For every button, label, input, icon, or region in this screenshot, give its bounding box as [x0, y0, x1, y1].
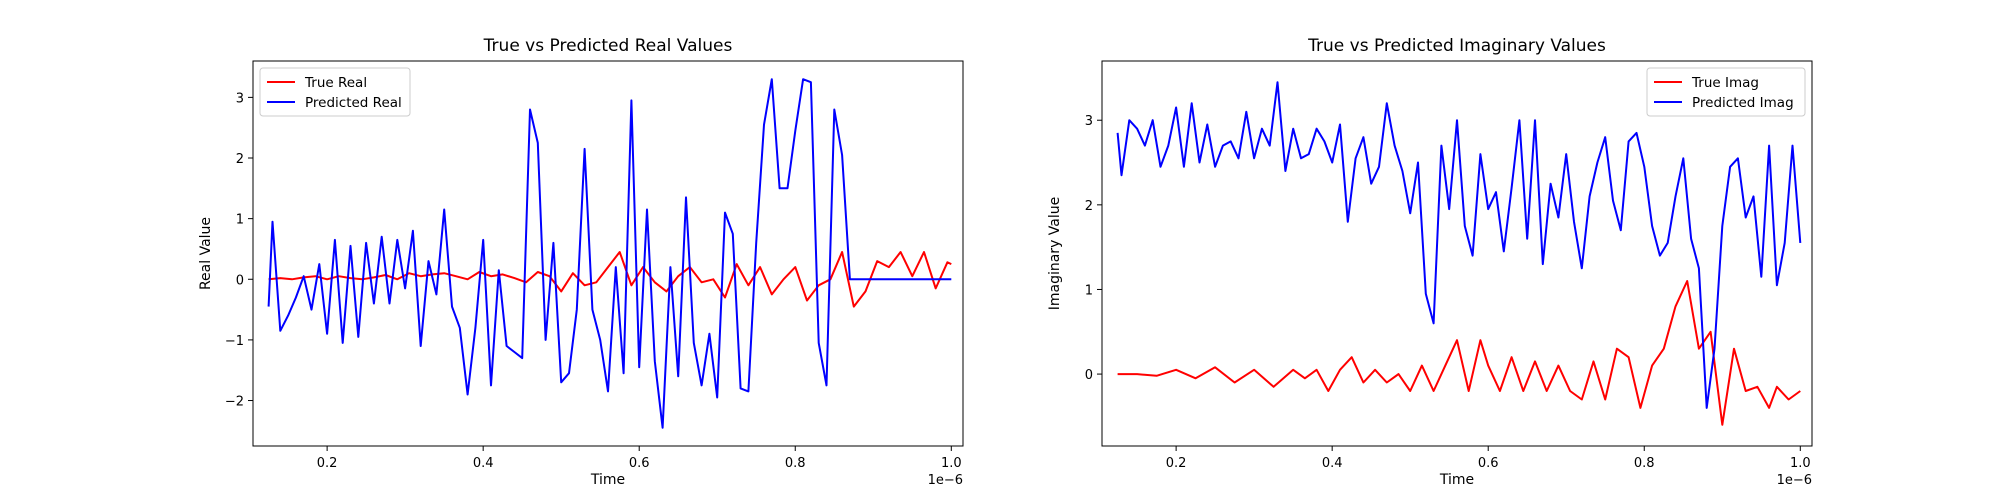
x-tick-label: 0.4 [473, 456, 494, 471]
y-axis-label: Imaginary Value [1047, 197, 1063, 311]
x-tick-label: 0.8 [785, 456, 806, 471]
x-tick-label: 0.2 [1166, 456, 1187, 471]
y-tick-label: 0 [1085, 368, 1093, 383]
x-tick-label: 0.6 [1478, 456, 1499, 471]
legend-label: Predicted Imag [1692, 95, 1794, 111]
legend-box [1646, 67, 1806, 117]
legend: True Real Predicted Real [259, 67, 411, 117]
x-tick-label: 0.8 [1634, 456, 1655, 471]
x-tick-label: 0.6 [629, 456, 650, 471]
legend-label: True Real [304, 75, 367, 91]
legend: True Imag Predicted Imag [1646, 67, 1806, 117]
x-tick-label: 0.4 [1322, 456, 1343, 471]
y-tick-label: −1 [225, 334, 244, 349]
y-tick-label: 3 [1085, 114, 1093, 129]
x-offset-label: 1e−6 [1777, 473, 1812, 488]
chart-title: True vs Predicted Imaginary Values [1307, 36, 1606, 56]
legend-box [259, 67, 411, 117]
y-tick-label: 0 [236, 273, 244, 288]
x-tick-label: 0.2 [317, 456, 338, 471]
y-tick-label: 2 [236, 152, 244, 167]
y-tick-label: 3 [236, 91, 244, 106]
series-line-predicted-imag [1116, 81, 1802, 409]
x-axis-label: Time [590, 472, 625, 488]
x-tick-label: 1.0 [941, 456, 962, 471]
series-line-true-real [268, 251, 952, 308]
chart-title: True vs Predicted Real Values [483, 36, 733, 56]
imaginary-values-chart: 0.2 0.4 0.6 0.8 1.0 0 1 2 3 True vs Predicted Ima… [1047, 36, 1813, 488]
legend-label: True Imag [1691, 75, 1759, 91]
x-axis-label: Time [1439, 472, 1474, 488]
y-tick-label: 1 [1085, 283, 1093, 298]
y-tick-label: −2 [225, 395, 244, 410]
legend-label: Predicted Real [305, 95, 402, 111]
x-tick-label: 1.0 [1790, 456, 1811, 471]
series-line-true-imag [1117, 280, 1801, 426]
y-tick-label: 2 [1085, 199, 1093, 214]
y-axis-label: Real Value [198, 217, 214, 290]
real-values-chart: 0.2 0.4 0.6 0.8 1.0 −2 −1 0 1 2 3 True vs Predicted… [198, 36, 964, 488]
x-offset-label: 1e−6 [928, 473, 963, 488]
series-line-predicted-real [267, 78, 952, 429]
y-tick-label: 1 [236, 213, 244, 228]
